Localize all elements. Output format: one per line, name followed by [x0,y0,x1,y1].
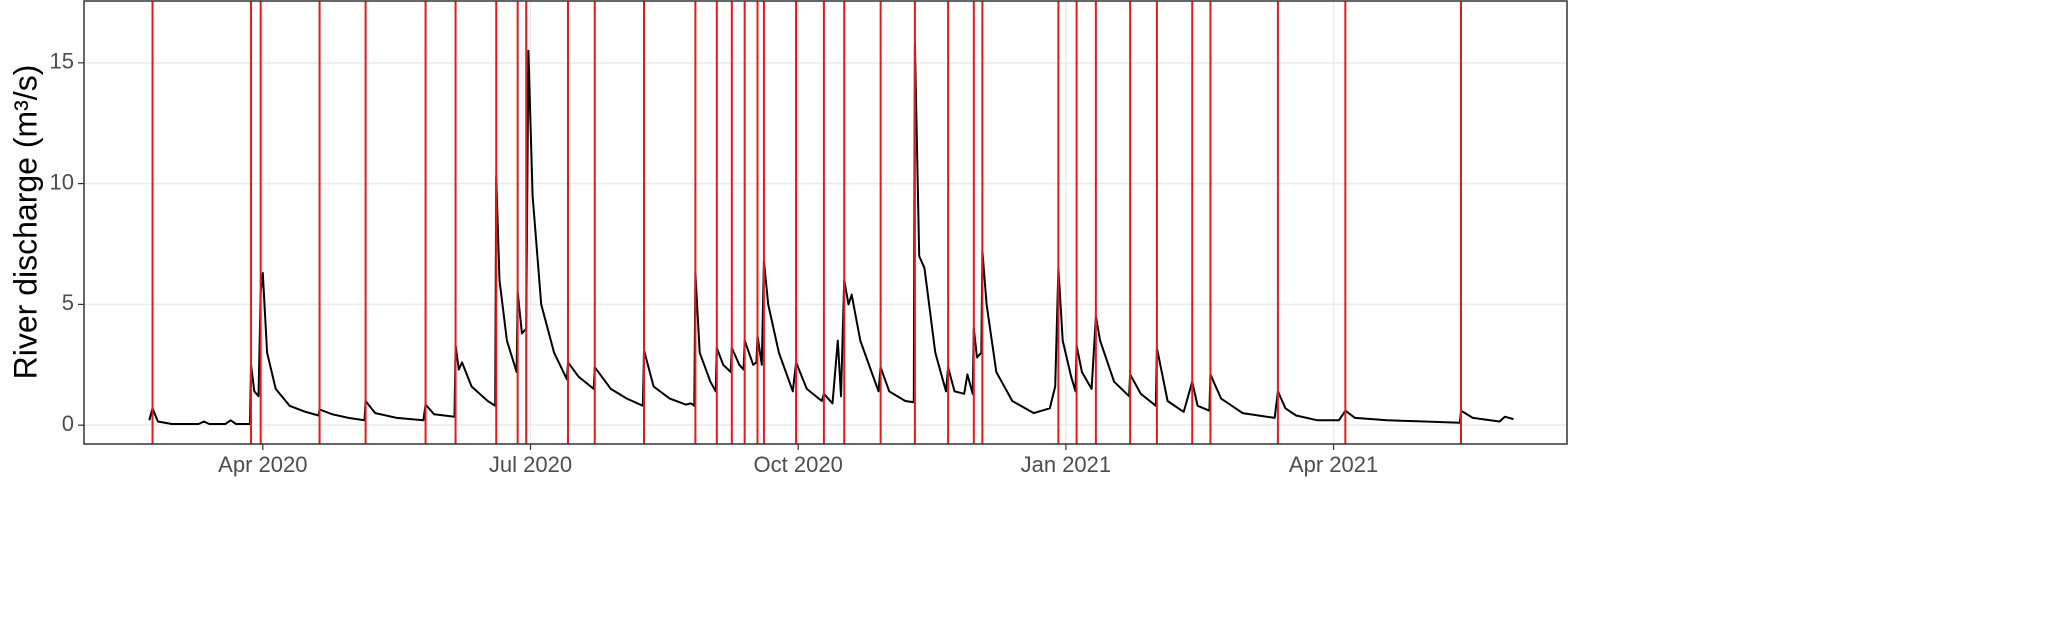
y-axis-label: River discharge (m³/s) [7,65,43,380]
plot-border [83,0,1568,445]
x-tick-label: Apr 2020 [218,452,307,477]
y-tick-label: 5 [62,290,74,315]
x-tick-label: Jul 2020 [489,452,572,477]
discharge-line [148,42,1514,425]
x-tick-label: Apr 2021 [1289,452,1378,477]
x-tick-label: Jan 2021 [1021,452,1112,477]
y-tick-label: 10 [50,169,74,194]
y-tick-label: 0 [62,411,74,436]
x-tick-label: Oct 2020 [754,452,843,477]
y-tick-label: 15 [50,49,74,74]
